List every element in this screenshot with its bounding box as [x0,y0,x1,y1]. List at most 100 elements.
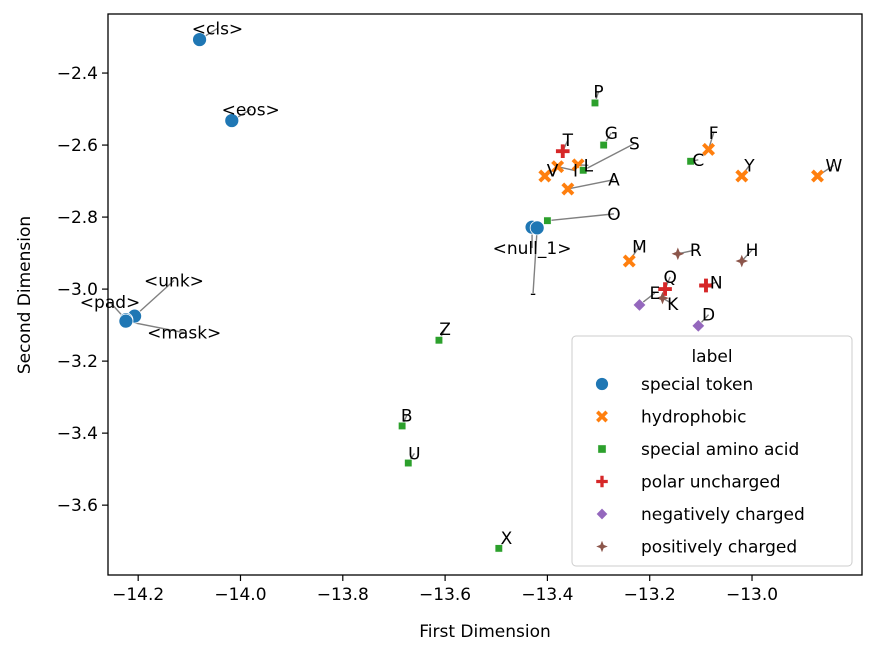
leader-line-unk [134,279,175,317]
point-p [590,98,600,107]
point-labels: <cls> <eos> <unk><pad> <mask> <null_1> - V I LA F… [80,19,843,549]
point-q [658,282,672,296]
legend-entry-positively-charged: positively charged [596,538,797,558]
legend: label special token hydrophobic special am… [571,335,853,567]
point-v [538,169,552,183]
point-y [735,169,749,183]
x-tick-label: −14.2 [112,585,164,605]
legend-entry-special-amino-acid: special amino acid [597,440,799,460]
point-d [691,319,706,333]
data-points [118,32,824,553]
x-tick-label: −13.0 [726,585,778,605]
point-label-r: R [690,241,702,261]
y-tick-label: −2.8 [57,208,98,228]
point-label-cls: <cls> [192,19,243,39]
leader-line-o [547,213,614,222]
x-axis-label: First Dimension [419,622,551,642]
point-label-q: Q [663,268,676,288]
point-label-s: S [629,135,640,155]
point-label-y: Y [743,156,755,176]
point-label-g: G [605,124,618,144]
point-label-null-1: <null_1> [493,239,572,259]
leader-line-s [582,143,635,171]
point-s [579,166,588,175]
point-label-mask: <mask> [147,324,221,344]
legend-entry-hydrophobic: hydrophobic [596,408,746,428]
point-label-x: X [501,529,513,549]
y-tick-label: −3.2 [57,352,98,372]
point-label-w: W [825,156,842,176]
y-axis-ticks: −2.4 −2.6 −2.8 −3.0 −3.2 −3.4 −3.6 [57,64,108,516]
x-axis-ticks: −14.2 −14.0 −13.8 −13.6 −13.4 −13.2 −13.0 [112,575,778,605]
legend-label: positively charged [641,538,797,558]
point-label-k: K [667,295,679,315]
point-label-e: E [649,284,660,304]
point-label-n: N [710,273,723,293]
point-label-t: T [562,131,574,151]
legend-label: hydrophobic [641,408,746,428]
legend-title: label [691,347,732,367]
point-label-f: F [709,124,719,144]
legend-entries: special token hydrophobic special amino ac… [595,375,805,558]
point-label-a: A [608,171,620,191]
point-f [702,142,716,156]
x-tick-label: −13.4 [521,585,573,605]
point-label-v: V [547,162,559,182]
legend-marker-special-amino-acid [597,444,607,454]
legend-marker-polar-uncharged [596,475,608,488]
point-label-unk: <unk> [144,271,204,291]
point-label-dash: - [530,284,536,304]
y-axis-label: Second Dimension [15,216,35,374]
point-label-m: M [632,237,647,257]
legend-box [571,335,853,567]
y-tick-label: −3.6 [57,496,98,516]
point-x [494,544,503,553]
legend-label: polar uncharged [641,473,781,493]
point-label-d: D [702,306,715,326]
legend-entry-special-token: special token [595,375,753,395]
point-label-p: P [593,82,603,102]
point-t [555,144,570,159]
y-tick-label: −2.6 [57,136,98,156]
y-tick-label: −2.4 [57,64,98,84]
legend-marker-positively-charged [596,540,608,553]
point-o [543,216,552,225]
point-label-i: I [573,162,578,182]
point-label-o: O [607,205,620,225]
point-e [632,298,647,312]
point-a [561,182,575,196]
legend-label: special amino acid [641,440,799,460]
point-label-pad: <pad> [80,293,141,313]
leader-line-a [567,178,615,190]
point-b [398,421,407,430]
legend-entry-polar-uncharged: polar uncharged [596,473,781,493]
x-tick-label: −13.2 [624,585,676,605]
point-w [811,169,824,183]
x-tick-label: −13.6 [419,585,471,605]
point-label-h: H [746,241,759,261]
point-c [686,157,695,166]
point-z [434,336,444,345]
point-cls [192,32,207,47]
point-label-b: B [401,407,413,427]
x-tick-label: −14.0 [214,585,266,605]
axes-frame [107,13,863,576]
point-k [656,291,669,305]
point-r [671,247,685,261]
point-i [551,160,565,174]
point-label-c: C [692,151,704,171]
y-tick-label: −3.0 [57,280,98,300]
point-mask [118,313,134,329]
point-n [699,278,713,293]
legend-label: special token [641,375,753,395]
point-label-z: Z [439,320,451,340]
x-tick-label: −13.8 [317,585,369,605]
point-h [735,254,749,268]
point-eos [224,113,240,128]
point-u [404,458,413,468]
legend-marker-negatively-charged [595,507,609,521]
point-m [622,254,636,268]
point-dash [529,220,545,236]
point-g [599,141,608,150]
leader-line-dash [532,227,538,294]
